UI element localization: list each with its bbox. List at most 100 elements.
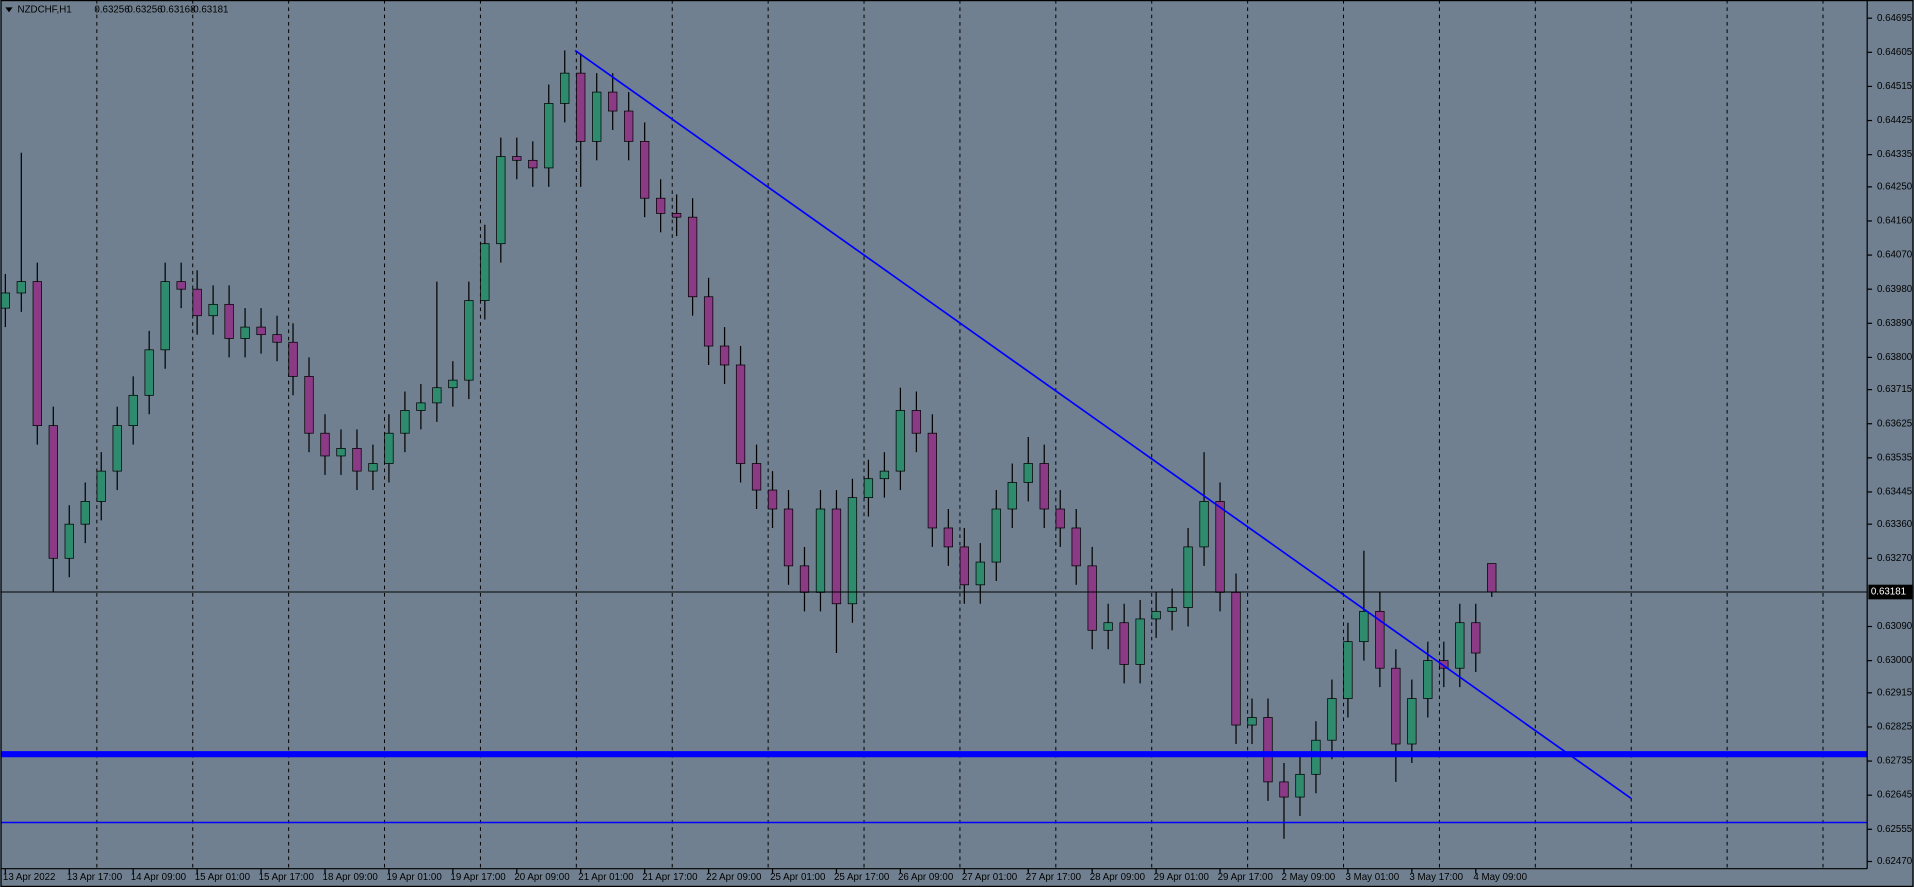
candle-body [1007, 482, 1017, 510]
candle-body [1087, 565, 1097, 631]
x-tick-label: 22 Apr 09:00 [706, 872, 762, 883]
y-tick-label: 0.64515 [1877, 81, 1913, 92]
ohlc-low: 0.63168 [160, 4, 195, 15]
y-tick-label: 0.63800 [1877, 352, 1913, 363]
trendline [574, 49, 1632, 799]
candle-body [224, 303, 234, 339]
candle-body [592, 91, 602, 142]
candle-body [288, 341, 298, 377]
y-tick-label: 0.64605 [1877, 47, 1913, 58]
x-tick-label: 13 Apr 17:00 [67, 872, 123, 883]
candle-body [464, 300, 474, 381]
candle-body [1423, 660, 1433, 699]
x-tick-label: 14 Apr 09:00 [131, 872, 187, 883]
candle-body [304, 375, 314, 434]
candle-body [1183, 546, 1193, 608]
candle-body [336, 448, 346, 457]
candle-body [1327, 698, 1337, 741]
candle-body [815, 508, 826, 593]
y-tick-label: 0.63890 [1877, 318, 1913, 329]
y-tick-label: 0.64425 [1877, 115, 1913, 126]
y-tick-label: 0.63980 [1877, 284, 1913, 295]
candle-body [1151, 610, 1161, 620]
x-tick-label: 25 Apr 17:00 [834, 872, 890, 883]
current-price-label: 0.63181 [1871, 587, 1906, 598]
header: NZDCHF,H1 0.63256 0.63256 0.63168 0.6318… [5, 4, 228, 15]
y-tick-label: 0.63000 [1877, 655, 1913, 666]
candle-body [991, 508, 1001, 563]
x-tick-label: 18 Apr 09:00 [323, 872, 379, 883]
candle-body [1407, 698, 1417, 745]
candle-body [16, 281, 26, 294]
ohlc-close: 0.63181 [193, 4, 228, 15]
y-tick-label: 0.64250 [1877, 181, 1913, 192]
candle-body [1487, 563, 1497, 593]
candle-body [1135, 618, 1145, 665]
ohlc-high: 0.63256 [127, 4, 162, 15]
x-tick-label: 26 Apr 09:00 [898, 872, 954, 883]
y-tick-label: 0.64695 [1877, 13, 1913, 24]
candle-body [448, 379, 458, 389]
x-tick-label: 25 Apr 01:00 [770, 872, 826, 883]
candle-body [640, 141, 650, 199]
candle-body [368, 463, 378, 472]
candle-body [927, 432, 937, 529]
candle-body [1071, 527, 1081, 567]
y-tick-label: 0.63535 [1877, 452, 1913, 463]
y-tick-label: 0.62470 [1877, 856, 1913, 867]
candle-body [160, 281, 170, 351]
candle-body [1343, 641, 1353, 699]
y-tick-label: 0.62825 [1877, 722, 1913, 733]
x-tick-label: 3 May 17:00 [1409, 872, 1463, 883]
x-tick-label: 19 Apr 01:00 [386, 872, 442, 883]
candle-body [847, 497, 858, 605]
y-tick-label: 0.63270 [1877, 553, 1913, 564]
candle-body [384, 432, 394, 464]
candle-body [1295, 773, 1305, 798]
x-tick-label: 2 May 09:00 [1282, 872, 1336, 883]
candle-body [1375, 610, 1385, 669]
candle-body [1279, 781, 1289, 798]
candle-body [975, 561, 985, 586]
candle-body [719, 345, 730, 366]
x-tick-label: 15 Apr 17:00 [259, 872, 315, 883]
y-tick-label: 0.64335 [1877, 149, 1913, 160]
candle-body [1471, 622, 1481, 654]
candle-body [544, 103, 554, 169]
y-tick-label: 0.63360 [1877, 519, 1913, 530]
y-tick-label: 0.64070 [1877, 250, 1913, 261]
candle-body [1023, 463, 1033, 483]
candle-body [671, 213, 682, 218]
candle-body [1215, 501, 1225, 593]
x-tick-label: 27 Apr 01:00 [962, 872, 1018, 883]
candle-body [1103, 622, 1113, 631]
x-tick-label: 21 Apr 17:00 [642, 872, 698, 883]
candle-body [560, 72, 570, 104]
x-tick-label: 29 Apr 01:00 [1154, 872, 1210, 883]
candle-body [192, 288, 202, 317]
plot [0, 0, 1868, 869]
x-tick-label: 19 Apr 17:00 [450, 872, 506, 883]
candle-body [1199, 501, 1209, 548]
candle-body [48, 425, 58, 559]
candle-body [96, 470, 106, 502]
candle-body [352, 448, 362, 472]
x-tick-label: 27 Apr 17:00 [1026, 872, 1082, 883]
candle-body [911, 410, 922, 434]
candle-body [1391, 667, 1401, 745]
candle-body [112, 425, 122, 472]
candle-body [320, 432, 330, 457]
x-tick-label: 29 Apr 17:00 [1218, 872, 1274, 883]
y-tick-label: 0.63715 [1877, 384, 1913, 395]
candle-body [432, 387, 442, 404]
candle-body [767, 489, 778, 510]
candle-body [1263, 717, 1273, 783]
candle-body [576, 72, 586, 142]
candle-body [208, 303, 218, 317]
candle-body [400, 410, 410, 434]
candle-body [735, 364, 746, 464]
candle-body [176, 281, 186, 290]
candle-body [1455, 622, 1465, 669]
